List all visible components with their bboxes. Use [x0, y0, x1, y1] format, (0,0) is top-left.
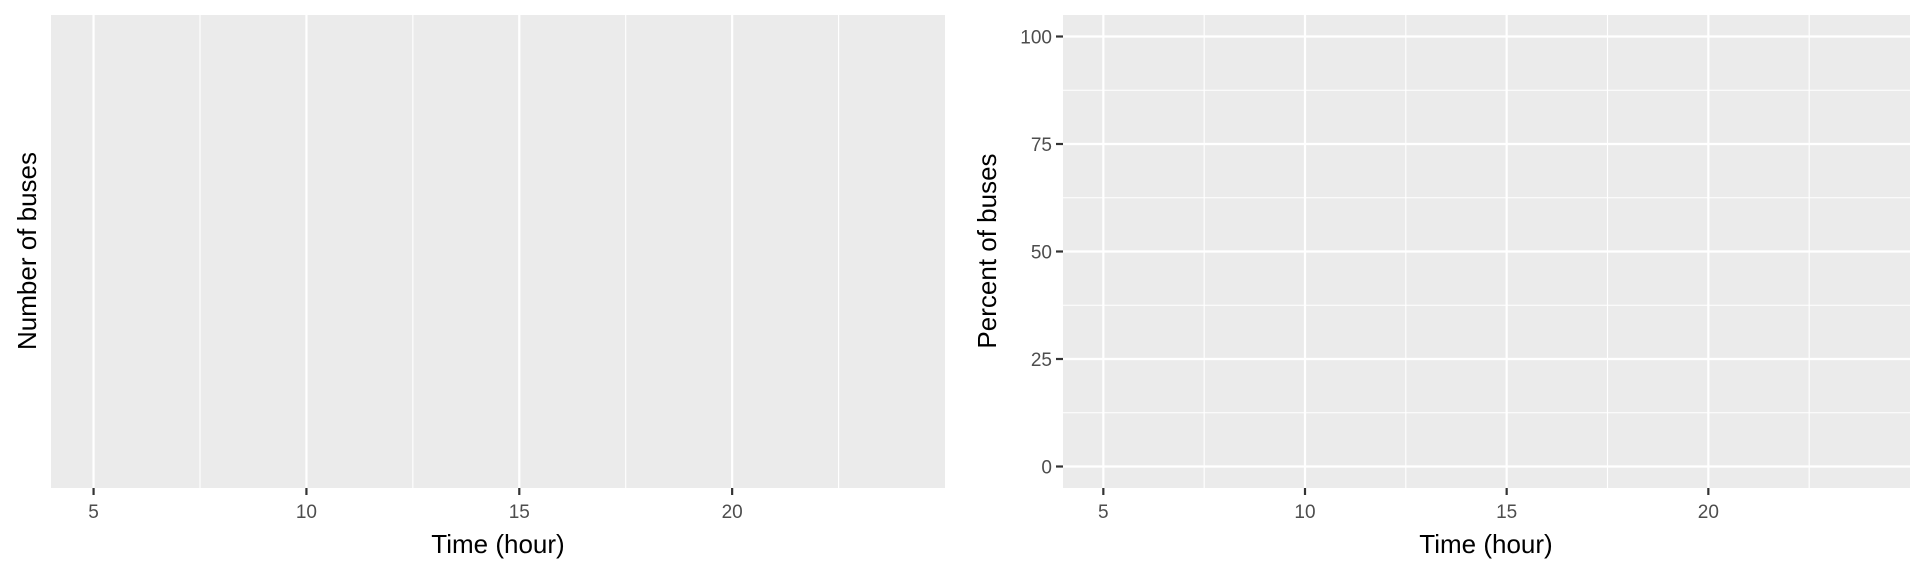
left-minor-grid [199, 15, 840, 488]
left-x-tick-label: 20 [722, 502, 743, 523]
left-x-tick-label: 10 [296, 502, 317, 523]
right-y-tick-label: 25 [1031, 350, 1052, 371]
left-x-axis: 5 10 15 20 [88, 488, 743, 523]
left-x-tick-label: 5 [88, 502, 99, 523]
right-y-axis-title: Percent of buses [972, 153, 1002, 348]
right-y-tick-label: 100 [1020, 28, 1052, 49]
left-x-tick-label: 15 [509, 502, 530, 523]
right-x-axis-title: Time (hour) [1419, 529, 1552, 559]
left-chart-panel: 5 10 15 20 Time (hour) Number of buses [12, 15, 945, 559]
right-x-tick-label: 15 [1496, 502, 1517, 523]
left-x-axis-title: Time (hour) [431, 529, 564, 559]
right-x-axis: 5 10 15 20 [1098, 488, 1719, 523]
right-major-grid [1063, 15, 1910, 488]
right-y-tick-label: 75 [1031, 135, 1052, 156]
right-y-tick-label: 0 [1041, 458, 1052, 479]
left-major-grid [92, 15, 734, 488]
right-y-tick-label: 50 [1031, 243, 1052, 264]
right-y-axis: 0 25 50 75 100 [1020, 28, 1063, 479]
left-y-axis-title: Number of buses [12, 152, 42, 350]
right-x-tick-label: 20 [1698, 502, 1719, 523]
right-x-tick-label: 5 [1098, 502, 1109, 523]
left-plot-background [51, 15, 945, 488]
right-x-tick-label: 10 [1294, 502, 1315, 523]
right-chart-panel: 5 10 15 20 0 25 50 75 100 Time (hour) Percent o… [972, 15, 1910, 559]
